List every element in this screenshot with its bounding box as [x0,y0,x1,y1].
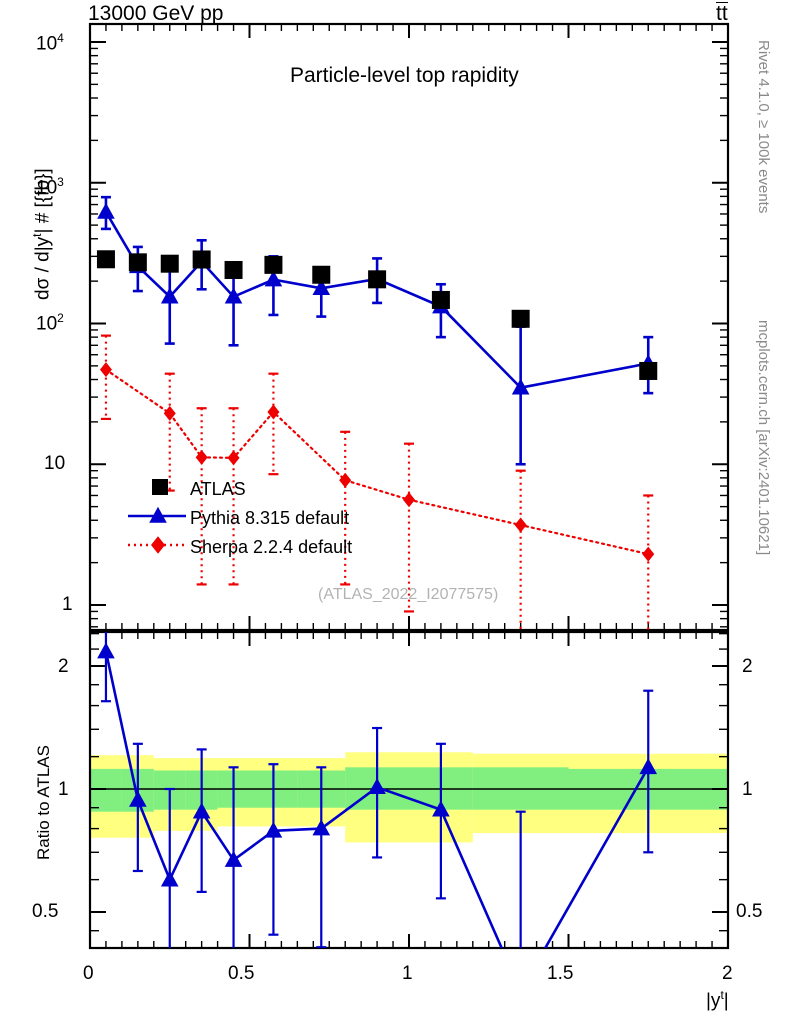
main-ytick-1: 1 [62,594,73,615]
xtick-0: 0 [83,963,94,984]
ratio-axis-ticks [89,632,729,948]
series-pythia-main [97,195,658,466]
series-atlas-main [96,250,658,380]
main-ytick-10: 10 [44,453,66,474]
ratio-ytick-2-left: 2 [58,656,69,677]
ratio-ytick-1-left: 1 [58,779,69,800]
xtick-1: 1 [402,963,413,984]
ratio-ytick-05-right: 0.5 [736,901,763,922]
ratio-ytick-1-right: 1 [742,779,753,800]
main-ytick-1000: 103 [36,175,64,199]
series-sherpa-main [99,334,655,630]
xtick-2: 2 [722,963,733,984]
main-panel-frame [88,22,730,632]
header-process-label: tt [716,2,728,25]
header-beam-label: 13000 GeV pp [88,2,224,25]
plot-title: Particle-level top rapidity [290,64,519,87]
xtick-15: 1.5 [547,963,574,984]
ratio-ytick-2-right: 2 [742,656,753,677]
legend-label-atlas: ATLAS [190,479,246,499]
main-ytick-10000: 104 [36,31,64,55]
legend-markers [128,479,186,554]
series-pythia-ratio [97,632,658,948]
ratio-ytick-05-left: 0.5 [32,901,59,922]
legend-label-sherpa: Sherpa 2.2.4 default [190,537,353,557]
x-axis-label: |yt| [706,988,729,1012]
main-ytick-100: 102 [36,311,64,335]
xtick-05: 0.5 [228,963,255,984]
legend-label-pythia: Pythia 8.315 default [190,508,350,528]
main-axis-ticks [89,24,729,630]
